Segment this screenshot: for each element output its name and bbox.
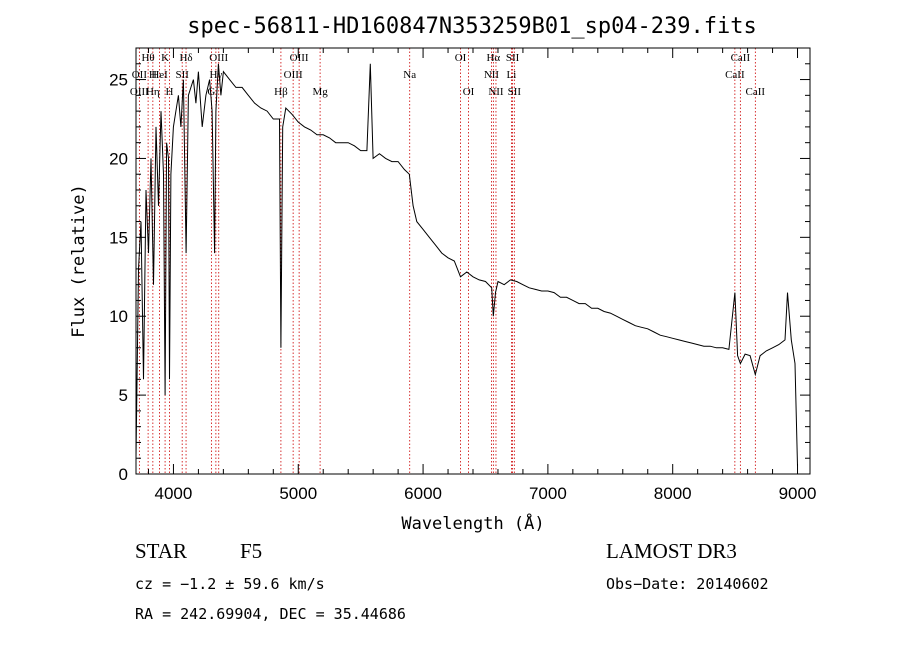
line-label: H	[149, 69, 157, 81]
observation-date: Obs−Date: 20140602	[606, 575, 769, 593]
line-label: OIII	[130, 86, 149, 98]
line-label: SII	[175, 69, 189, 81]
survey-name: LAMOST DR3	[606, 539, 737, 563]
y-tick-label: 10	[109, 307, 128, 326]
line-label: Hα	[486, 52, 500, 64]
line-label: SII	[508, 86, 522, 98]
chart-title: spec-56811-HD160847N353259B01_sp04-239.f…	[187, 14, 757, 39]
y-tick-label: 20	[109, 149, 128, 168]
line-label: OI	[455, 52, 467, 64]
y-tick-label: 5	[119, 386, 128, 405]
line-label: Hδ	[179, 52, 192, 64]
emission-line-markers	[138, 48, 756, 474]
line-label: Mg	[312, 86, 328, 98]
x-tick-label: 4000	[155, 484, 193, 503]
y-axis-label: Flux (relative)	[69, 184, 89, 338]
line-label: H	[165, 86, 173, 98]
line-label: Hθ	[141, 52, 154, 64]
x-tick-label: 7000	[529, 484, 567, 503]
line-label: OIII	[290, 52, 309, 64]
x-axis-label: Wavelength (Å)	[401, 512, 544, 534]
x-tick-label: 6000	[404, 484, 442, 503]
x-tick-label: 9000	[779, 484, 817, 503]
plot-frame	[135, 47, 811, 475]
spectral-subclass: F5	[240, 539, 262, 563]
line-label: G	[207, 86, 215, 98]
y-tick-label: 25	[109, 71, 128, 90]
y-tick-label: 0	[119, 465, 128, 484]
line-label: CaII	[725, 69, 745, 81]
spectrum-series-line	[135, 63, 798, 467]
line-label: CaII	[731, 52, 751, 64]
line-label: NII	[484, 69, 500, 81]
y-axis-ticks: 0 5 10 15 20 25	[109, 47, 810, 484]
line-label: Hβ	[274, 86, 288, 98]
redshift-velocity: cz = −1.2 ± 59.6 km/s	[135, 575, 325, 593]
line-label: NII	[488, 86, 504, 98]
sky-coordinates: RA = 242.69904, DEC = 35.44686	[135, 605, 406, 623]
line-label: Na	[403, 69, 416, 81]
line-label: Hη	[146, 86, 160, 98]
line-label: HeI	[151, 69, 168, 81]
object-type: STAR	[135, 539, 187, 563]
line-label: Li	[507, 69, 517, 81]
line-label: SII	[506, 52, 520, 64]
line-label: CaII	[746, 86, 766, 98]
x-tick-label: 8000	[654, 484, 692, 503]
x-tick-label: 5000	[279, 484, 317, 503]
line-label: K	[161, 52, 169, 64]
y-tick-label: 15	[109, 228, 128, 247]
line-label: OIII	[284, 69, 303, 81]
x-axis-ticks: 4000 5000 6000 7000 8000 9000	[147, 48, 817, 503]
line-label: OIII	[209, 52, 228, 64]
line-label: Hγ	[209, 69, 222, 81]
line-label: OI	[463, 86, 475, 98]
